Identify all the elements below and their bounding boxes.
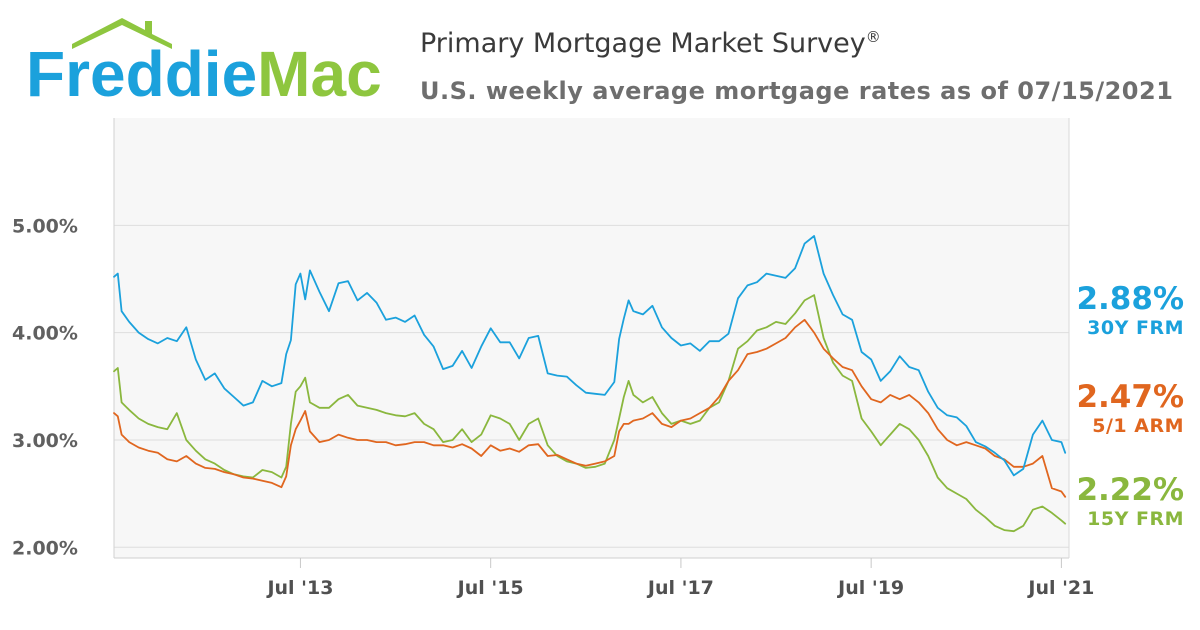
house-roof-icon	[72, 18, 172, 49]
series-label-15y: 15Y FRM	[1087, 508, 1184, 530]
logo-word-freddie: Freddie	[26, 38, 257, 110]
legend-5-1-arm: 2.47% 5/1 ARM	[1076, 380, 1184, 438]
chart-subtitle: U.S. weekly average mortgage rates as of…	[420, 77, 1174, 105]
x-tick-label: Jul '15	[456, 577, 524, 599]
latest-value-arm: 2.47%	[1076, 379, 1184, 415]
series-label-arm: 5/1 ARM	[1092, 415, 1184, 437]
logo-word-mac: Mac	[257, 38, 382, 110]
svg-text:FreddieMac: FreddieMac	[26, 38, 382, 110]
y-tick-label: 5.00%	[12, 215, 78, 237]
latest-value-30y: 2.88%	[1076, 281, 1184, 317]
plot-area	[114, 118, 1069, 558]
y-tick-label: 3.00%	[12, 430, 78, 452]
series-line-5-1-arm	[113, 318, 1067, 498]
x-tick-label: Jul '17	[646, 577, 714, 599]
legend-30y-frm: 2.88% 30Y FRM	[1076, 282, 1184, 340]
series-line-30y-frm	[113, 235, 1067, 477]
x-tick-label: Jul '19	[836, 577, 904, 599]
legend-15y-frm: 2.22% 15Y FRM	[1076, 473, 1184, 531]
series-line-15y-frm	[113, 294, 1067, 533]
y-tick-label: 4.00%	[12, 323, 78, 345]
y-tick-label: 2.00%	[12, 537, 78, 559]
x-tick-label: Jul '13	[265, 577, 333, 599]
chart-title: Primary Mortgage Market Survey®	[420, 28, 881, 59]
latest-value-15y: 2.22%	[1076, 472, 1184, 508]
freddie-mac-logo: FreddieMac	[26, 18, 382, 110]
x-tick-label: Jul '21	[1026, 577, 1094, 599]
series-label-30y: 30Y FRM	[1087, 317, 1184, 339]
